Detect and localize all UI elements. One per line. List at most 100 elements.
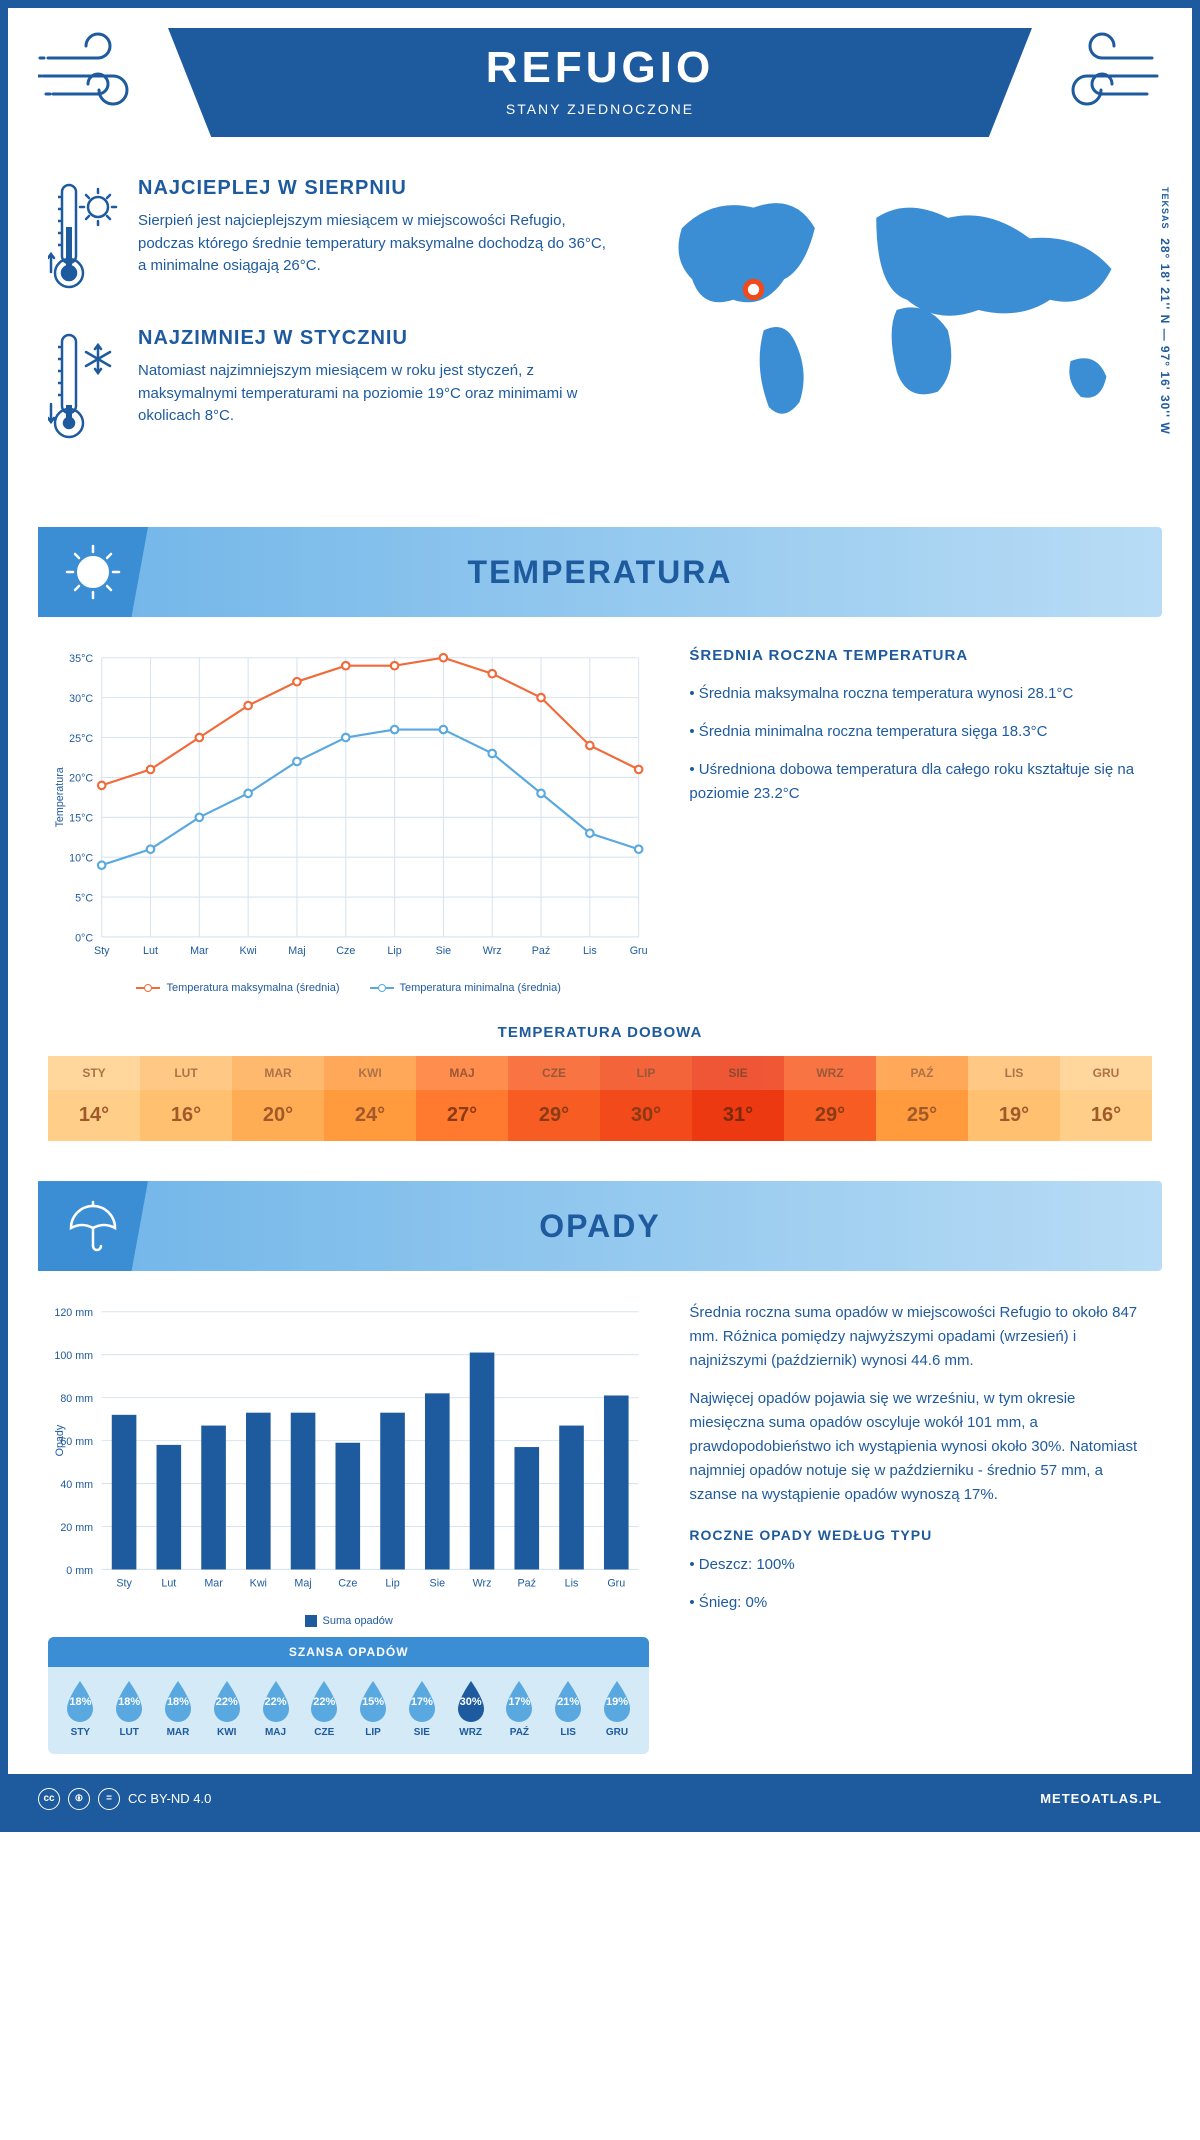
wind-icon-left <box>38 28 158 118</box>
nd-icon: = <box>98 1788 120 1810</box>
chance-cell: 17%SIE <box>397 1679 446 1738</box>
fact-cold-title: NAJZIMNIEJ W STYCZNIU <box>138 327 611 350</box>
svg-text:Lis: Lis <box>565 1578 579 1590</box>
footer: cc 🅯 = CC BY-ND 4.0 METEOATLAS.PL <box>8 1774 1192 1824</box>
summary-item: • Średnia minimalna roczna temperatura s… <box>689 720 1152 744</box>
chance-cell: 17%PAŹ <box>495 1679 544 1738</box>
svg-text:25°C: 25°C <box>69 733 93 745</box>
svg-text:Opady: Opady <box>54 1424 66 1456</box>
temperature-line-chart: 0°C5°C10°C15°C20°C25°C30°C35°CStyLutMarK… <box>48 647 649 969</box>
svg-text:Temperatura: Temperatura <box>54 767 66 827</box>
page-subtitle: STANY ZJEDNOCZONE <box>288 101 912 117</box>
svg-text:20 mm: 20 mm <box>60 1522 93 1534</box>
chance-cell: 19%GRU <box>593 1679 642 1738</box>
summary-item: • Średnia maksymalna roczna temperatura … <box>689 682 1152 706</box>
by-icon: 🅯 <box>68 1788 90 1810</box>
page-title: REFUGIO <box>288 43 912 93</box>
summary-item: • Uśredniona dobowa temperatura dla całe… <box>689 758 1152 806</box>
chance-cell: 18%MAR <box>154 1679 203 1738</box>
world-map <box>641 177 1152 443</box>
svg-text:Paź: Paź <box>518 1578 536 1590</box>
svg-text:Lip: Lip <box>385 1578 399 1590</box>
title-banner: REFUGIO STANY ZJEDNOCZONE <box>168 28 1032 137</box>
site-name: METEOATLAS.PL <box>1040 1791 1162 1806</box>
svg-text:Cze: Cze <box>336 945 355 957</box>
svg-text:Lut: Lut <box>161 1578 176 1590</box>
chance-cell: 15%LIP <box>349 1679 398 1738</box>
chance-cell: 21%LIS <box>544 1679 593 1738</box>
svg-text:Paź: Paź <box>532 945 550 957</box>
precip-p2: Najwięcej opadów pojawia się we wrześniu… <box>689 1387 1152 1507</box>
heatmap-cell: WRZ29° <box>784 1056 876 1141</box>
thermometer-snow-icon <box>48 327 118 447</box>
daily-temp-title: TEMPERATURA DOBOWA <box>8 1024 1192 1041</box>
fact-hottest: NAJCIEPLEJ W SIERPNIU Sierpień jest najc… <box>48 177 611 297</box>
temp-legend: Temperatura maksymalna (średnia) Tempera… <box>48 982 649 994</box>
precip-types-title: ROCZNE OPADY WEDŁUG TYPU <box>689 1527 1152 1543</box>
precip-title: OPADY <box>38 1208 1162 1245</box>
svg-text:5°C: 5°C <box>75 892 93 904</box>
svg-text:Cze: Cze <box>338 1578 357 1590</box>
svg-text:0°C: 0°C <box>75 932 93 944</box>
svg-text:Wrz: Wrz <box>483 945 502 957</box>
svg-text:120 mm: 120 mm <box>54 1307 93 1319</box>
precip-chance-box: SZANSA OPADÓW 18%STY18%LUT18%MAR22%KWI22… <box>48 1637 649 1754</box>
svg-text:15°C: 15°C <box>69 813 93 825</box>
svg-text:Lis: Lis <box>583 945 597 957</box>
intro-section: NAJCIEPLEJ W SIERPNIU Sierpień jest najc… <box>8 147 1192 507</box>
chance-cell: 18%STY <box>56 1679 105 1738</box>
svg-text:80 mm: 80 mm <box>60 1393 93 1405</box>
sun-icon <box>63 542 123 602</box>
temp-summary-list: • Średnia maksymalna roczna temperatura … <box>689 682 1152 806</box>
svg-text:Gru: Gru <box>630 945 648 957</box>
heatmap-cell: MAR20° <box>232 1056 324 1141</box>
svg-text:Wrz: Wrz <box>473 1578 492 1590</box>
svg-text:Lut: Lut <box>143 945 158 957</box>
temperature-title: TEMPERATURA <box>38 554 1162 591</box>
svg-text:Sie: Sie <box>430 1578 446 1590</box>
svg-text:Kwi: Kwi <box>250 1578 267 1590</box>
temp-summary-title: ŚREDNIA ROCZNA TEMPERATURA <box>689 647 1152 664</box>
umbrella-icon <box>63 1196 123 1256</box>
svg-text:Sty: Sty <box>116 1578 132 1590</box>
svg-text:Sty: Sty <box>94 945 110 957</box>
precip-type-item: • Śnieg: 0% <box>689 1591 1152 1615</box>
heatmap-cell: CZE29° <box>508 1056 600 1141</box>
svg-text:40 mm: 40 mm <box>60 1479 93 1491</box>
infographic-container: REFUGIO STANY ZJEDNOCZONE <box>0 0 1200 1832</box>
fact-cold-text: Natomiast najzimniejszym miesiącem w rok… <box>138 360 611 428</box>
license-text: CC BY-ND 4.0 <box>128 1791 211 1806</box>
precip-legend: Suma opadów <box>48 1615 649 1627</box>
svg-text:Sie: Sie <box>436 945 452 957</box>
heatmap-cell: GRU16° <box>1060 1056 1152 1141</box>
svg-text:35°C: 35°C <box>69 653 93 665</box>
coordinates: TEKSAS 28° 18' 21'' N — 97° 16' 30'' W <box>1158 187 1172 435</box>
heatmap-cell: SIE31° <box>692 1056 784 1141</box>
chance-cell: 22%KWI <box>202 1679 251 1738</box>
svg-text:Mar: Mar <box>204 1578 223 1590</box>
precip-type-item: • Deszcz: 100% <box>689 1553 1152 1577</box>
fact-hot-text: Sierpień jest najcieplejszym miesiącem w… <box>138 210 611 278</box>
heatmap-cell: KWI24° <box>324 1056 416 1141</box>
precip-p1: Średnia roczna suma opadów w miejscowośc… <box>689 1301 1152 1373</box>
section-header-temperature: TEMPERATURA <box>38 527 1162 617</box>
thermometer-sun-icon <box>48 177 118 297</box>
svg-text:Maj: Maj <box>294 1578 311 1590</box>
wind-icon-right <box>1042 28 1162 118</box>
fact-hot-title: NAJCIEPLEJ W SIERPNIU <box>138 177 611 200</box>
chance-cell: 30%WRZ <box>446 1679 495 1738</box>
fact-coldest: NAJZIMNIEJ W STYCZNIU Natomiast najzimni… <box>48 327 611 447</box>
svg-text:100 mm: 100 mm <box>54 1350 93 1362</box>
location-marker <box>745 281 761 297</box>
header: REFUGIO STANY ZJEDNOCZONE <box>8 8 1192 147</box>
chance-cell: 22%CZE <box>300 1679 349 1738</box>
heatmap-cell: STY14° <box>48 1056 140 1141</box>
daily-temp-heatmap: STY14°LUT16°MAR20°KWI24°MAJ27°CZE29°LIP3… <box>48 1056 1152 1141</box>
chance-cell: 22%MAJ <box>251 1679 300 1738</box>
precip-types-list: • Deszcz: 100% • Śnieg: 0% <box>689 1553 1152 1615</box>
svg-text:Lip: Lip <box>387 945 401 957</box>
svg-text:10°C: 10°C <box>69 852 93 864</box>
heatmap-cell: MAJ27° <box>416 1056 508 1141</box>
heatmap-cell: LUT16° <box>140 1056 232 1141</box>
svg-text:Kwi: Kwi <box>239 945 256 957</box>
